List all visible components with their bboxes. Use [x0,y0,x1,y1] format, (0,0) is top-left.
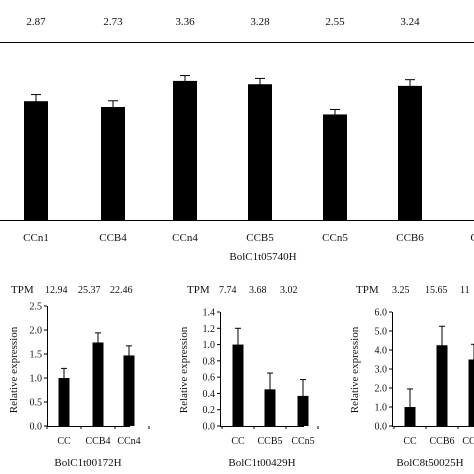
category-labels: CCn1 CCB4 CCn4 CCB5 CCn5 CCB6 C [23,232,474,244]
y-tick-label: 2.5 [30,302,43,313]
category-label: CCn6 [462,436,474,447]
y-axis: 0.0 0.2 0.4 0.6 0.8 1.0 1.2 1.4 [203,308,319,433]
y-axis-label: Relative expression [349,326,361,413]
tpm-values-row: 3.25 15.65 11 [392,285,470,296]
y-tick-label: 0.0 [375,422,388,433]
category-label: CCn5 [291,436,314,447]
tpm-value: 15.65 [425,285,448,296]
y-tick-label: 2.0 [30,326,43,337]
bar-CCn5 [323,114,347,220]
gene-label: BolC1t05740H [229,251,296,263]
bar-CCB5 [248,84,272,220]
tpm-label: TPM [187,284,210,296]
gene-label: BolC1t00172H [54,457,121,469]
y-tick-label: 4.0 [375,346,388,357]
bottom-right-panel: TPM 3.25 15.65 11 0.0 1.0 2.0 3.0 4.0 5.0 6.0 Re… [349,284,474,469]
y-axis: 0.0 1.0 2.0 3.0 4.0 5.0 6.0 [375,308,474,433]
bar-series [404,325,474,426]
y-tick-label: 0.0 [30,422,43,433]
bar-CCB6 [398,85,422,221]
y-tick-label: 1.0 [30,374,43,385]
category-label: CCn4 [117,436,140,447]
category-label: CCn4 [172,232,198,244]
tpm-value: 3.28 [250,16,270,28]
category-label: CCn1 [23,232,49,244]
y-tick-label: 0.2 [203,405,216,416]
category-label: CCB6 [429,436,454,447]
y-axis-label: Relative expression [178,326,190,413]
bottom-middle-panel: TPM 7.74 3.68 3.02 0.0 0.2 0.4 0.6 0.8 1.0 1.2 1.… [178,284,319,469]
tpm-value: 3.24 [400,16,420,28]
category-label: CC [231,436,245,447]
gene-label: BolC8t50025H [396,457,463,469]
category-label: CCB4 [99,232,127,244]
bar-CCB6 [436,345,448,426]
tpm-value: 3.36 [175,16,195,28]
category-label: CCB5 [257,436,282,447]
y-tick-label: 5.0 [375,327,388,338]
tpm-label: TPM [356,284,379,296]
y-tick-label: 1.0 [203,340,216,351]
bar-series [24,75,422,221]
y-tick-label: 0.5 [30,398,43,409]
category-label: CCB6 [396,232,424,244]
category-label: CCB4 [85,436,110,447]
y-tick-label: 1.4 [203,308,216,319]
bar-CCB5 [264,389,276,426]
bar-CCB4 [101,106,125,220]
bar-CCn4 [123,355,135,426]
bar-CCn1 [24,101,48,220]
tpm-value: 25.37 [78,285,101,296]
y-axis-label: Relative expression [8,326,20,413]
category-label: CC [403,436,417,447]
y-tick-label: 0.4 [203,389,216,400]
bar-series [58,332,135,426]
tpm-value: 12.94 [45,285,68,296]
tpm-value: 11 [460,285,470,296]
y-tick-label: 1.2 [203,324,216,335]
tpm-value: 3.25 [392,285,410,296]
bar-CC [232,344,244,426]
y-axis: 0.0 0.5 1.0 1.5 2.0 2.5 [30,302,150,433]
bar-CCB4 [92,342,104,426]
y-tick-label: 3.0 [375,365,388,376]
category-label: CC [57,436,71,447]
y-tick-label: 6.0 [375,308,388,319]
y-tick-label: 2.0 [375,384,388,395]
y-tick-label: 0.0 [203,422,216,433]
y-tick-label: 1.5 [30,350,43,361]
y-tick-label: 0.8 [203,356,216,367]
bar-CCn4 [173,80,197,221]
tpm-value: 3.02 [280,285,298,296]
category-labels: CC CCB4 CCn4 [57,436,140,447]
category-label: C [470,232,474,244]
tpm-value: 3.68 [249,285,267,296]
tpm-values-row: 2.87 2.73 3.36 3.28 2.55 3.24 [26,16,420,28]
y-tick-label: 0.6 [203,373,216,384]
category-label: CCB5 [246,232,274,244]
bar-CCn6 [468,359,474,426]
tpm-value: 7.74 [219,285,237,296]
top-panel: 2.87 2.73 3.36 3.28 2.55 3.24 CCn1 CCB4 CCn4 CCB… [0,16,474,263]
tpm-value: 2.55 [325,16,345,28]
category-labels: CC CCB6 CCn6 [403,436,474,447]
bar-CC [58,378,70,426]
tpm-values-row: 12.94 25.37 22.46 [45,285,133,296]
y-tick-label: 1.0 [375,403,388,414]
category-labels: CC CCB5 CCn5 [231,436,314,447]
tpm-label: TPM [11,284,34,296]
tpm-values-row: 7.74 3.68 3.02 [219,285,298,296]
category-label: CCn5 [322,232,348,244]
tpm-value: 2.87 [26,16,46,28]
tpm-value: 22.46 [110,285,133,296]
bar-series [232,327,309,426]
bottom-left-panel: TPM 12.94 25.37 22.46 0.0 0.5 1.0 1.5 2.0 2.5 R… [8,284,150,469]
gene-label: BolC1t00429H [228,457,295,469]
tpm-value: 2.73 [103,16,123,28]
